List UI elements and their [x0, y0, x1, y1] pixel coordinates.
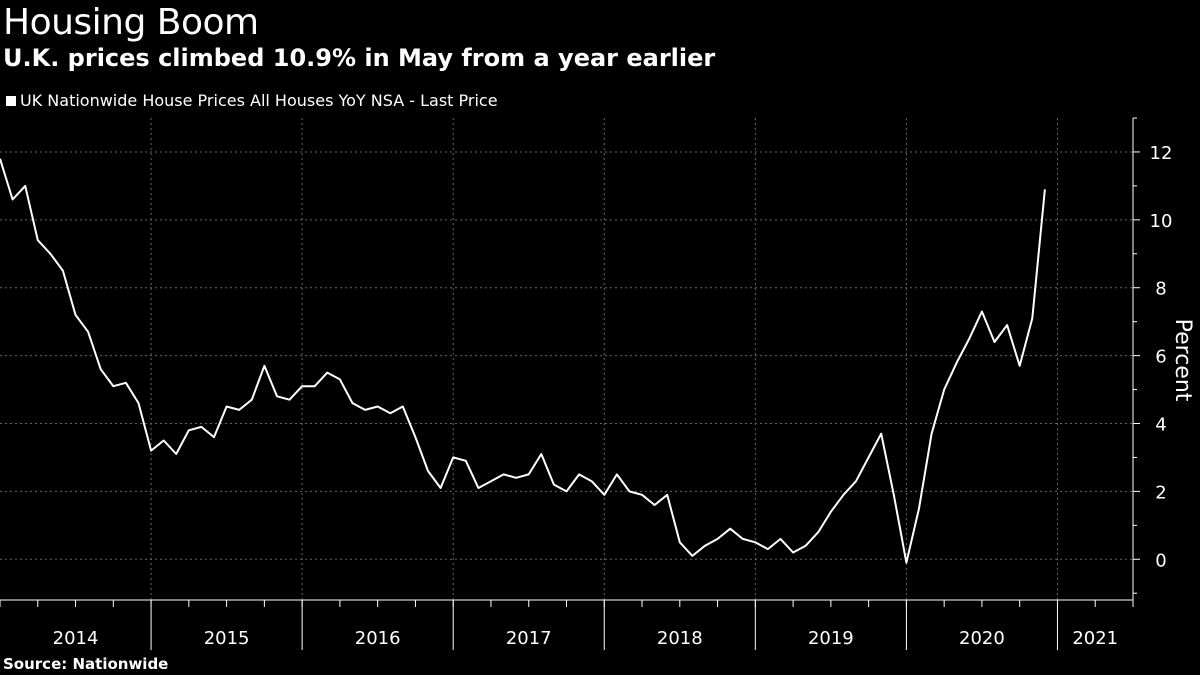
y-tick-label: 4: [1155, 414, 1166, 435]
y-axis-title: Percent: [1170, 319, 1195, 402]
y-tick-label: 8: [1155, 279, 1166, 300]
legend: UK Nationwide House Prices All Houses Yo…: [6, 91, 498, 110]
grid-lines: [0, 118, 1133, 600]
x-tick-label: 2018: [657, 628, 703, 649]
x-tick-label: 2020: [959, 628, 1005, 649]
x-tick-label: 2016: [355, 628, 401, 649]
axes: 0 2 4 6 8 10 12 2014 2015 2016 2017 2018 2019 2020 202…: [0, 117, 1173, 650]
series-line: [0, 158, 1046, 564]
chart-title: Housing Boom: [3, 2, 259, 43]
x-tick-label: 2015: [204, 628, 250, 649]
series-layer: [0, 158, 1046, 564]
y-tick-label: 12: [1150, 143, 1173, 164]
x-tick-label: 2019: [808, 628, 854, 649]
y-tick-label: 6: [1155, 347, 1166, 368]
source-note: Source: Nationwide: [3, 655, 169, 673]
x-tick-label: 2014: [53, 628, 99, 649]
legend-label: UK Nationwide House Prices All Houses Yo…: [20, 91, 498, 110]
y-tick-label: 10: [1150, 211, 1173, 232]
y-tick-label: 2: [1155, 482, 1166, 503]
legend-swatch: [6, 95, 16, 106]
x-tick-label: 2017: [506, 628, 552, 649]
x-tick-label: 2021: [1072, 628, 1118, 649]
y-tick-label: 0: [1155, 550, 1166, 571]
chart-subtitle: U.K. prices climbed 10.9% in May from a …: [3, 44, 716, 72]
